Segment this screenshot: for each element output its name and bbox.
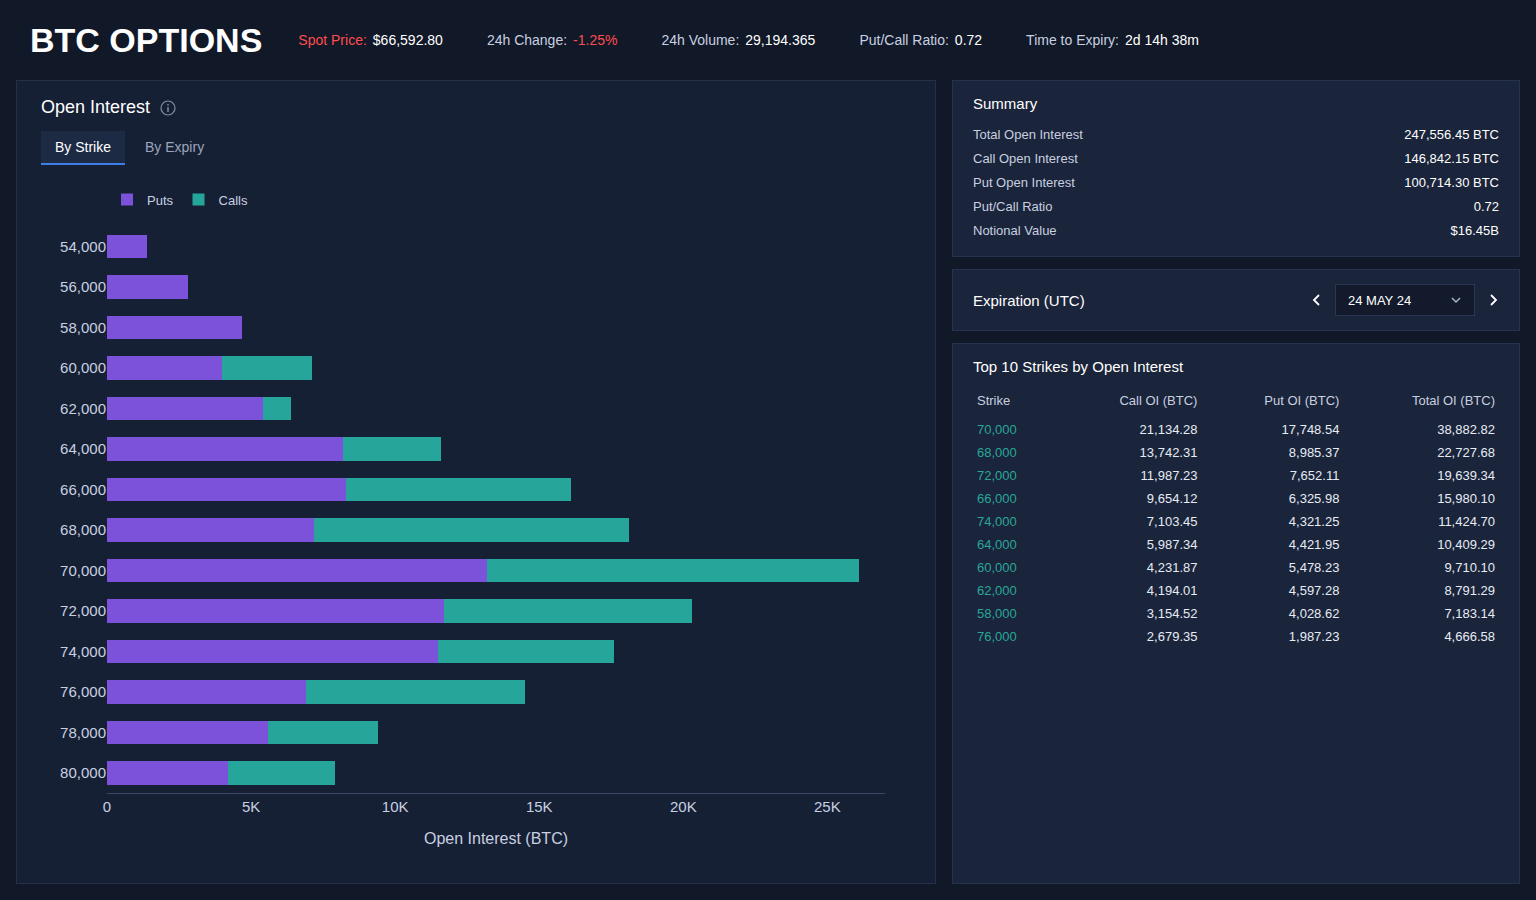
html-text:100,714.30 BTC: 100,714.30 BTC: [1404, 174, 1499, 190]
html-text:11,987.23: 11,987.23: [1140, 468, 1198, 483]
svg-text:Open Interest (BTC): Open Interest (BTC): [424, 830, 568, 847]
svg-text:80,000: 80,000: [60, 764, 106, 781]
html-text:15,980.10: 15,980.10: [1437, 491, 1495, 506]
svg-text:64,000: 64,000: [60, 440, 106, 457]
html-text:22,727.68: 22,727.68: [1437, 445, 1495, 460]
html-text:By Expiry: By Expiry: [145, 139, 205, 155]
html-text:Put OI (BTC): Put OI (BTC): [1264, 393, 1340, 408]
html-text:70,000: 70,000: [977, 422, 1017, 437]
html-text:4,321.25: 4,321.25: [1288, 514, 1340, 529]
svg-text:56,000: 56,000: [60, 278, 106, 295]
html-text:Expiration (UTC): Expiration (UTC): [973, 291, 1085, 309]
svg-text:62,000: 62,000: [60, 400, 106, 417]
html-text:4,597.28: 4,597.28: [1288, 583, 1340, 598]
html-text:68,000: 68,000: [977, 445, 1017, 460]
html-text:5,987.34: 5,987.34: [1146, 537, 1198, 552]
svg-text:66,000: 66,000: [60, 481, 106, 498]
html-text:3,154.52: 3,154.52: [1146, 606, 1198, 621]
svg-text:58,000: 58,000: [60, 319, 106, 336]
html-text:By Strike: By Strike: [55, 139, 111, 155]
html-text:4,231.87: 4,231.87: [1146, 560, 1198, 575]
html-text:$16.45B: $16.45B: [1450, 222, 1499, 238]
html-text:Total OI (BTC): Total OI (BTC): [1411, 393, 1495, 408]
html-text:17,748.54: 17,748.54: [1281, 422, 1340, 437]
html-text:24 MAY 24: 24 MAY 24: [1348, 292, 1412, 308]
html-text:24h Volume: 29,194.365: 24h Volume: 29,194.365: [661, 32, 816, 48]
html-text:7,103.45: 7,103.45: [1146, 514, 1198, 529]
html-text:0.72: 0.72: [1473, 198, 1499, 214]
html-text:Open Interest: Open Interest: [41, 97, 151, 117]
html-text:Call OI (BTC): Call OI (BTC): [1119, 393, 1198, 408]
html-text:66,000: 66,000: [977, 491, 1017, 506]
html-text:76,000: 76,000: [977, 629, 1017, 644]
svg-text:54,000: 54,000: [60, 238, 106, 255]
svg-text:Puts: Puts: [147, 193, 174, 208]
html-text:4,028.62: 4,028.62: [1288, 606, 1340, 621]
html-text:Time to Expiry:: Time to Expiry:: [1026, 32, 1119, 48]
html-text:13,742.31: 13,742.31: [1139, 445, 1198, 460]
html-text:Strike: Strike: [977, 393, 1011, 408]
html-text:4,666.58: 4,666.58: [1444, 629, 1495, 644]
html-text:21,134.28: 21,134.28: [1139, 422, 1198, 437]
html-text:62,000: 62,000: [977, 583, 1017, 598]
html-text:Top 10 Strikes by Open Interes: Top 10 Strikes by Open Interest: [973, 358, 1184, 375]
html-text:4,194.01: 4,194.01: [1146, 583, 1198, 598]
html-text:7,652.11: 7,652.11: [1289, 468, 1340, 483]
html-text:24h Change: -1.25%: 24h Change: -1.25%: [486, 32, 618, 48]
svg-text:60,000: 60,000: [60, 359, 106, 376]
html-text:2d 14h 38m: 2d 14h 38m: [1125, 32, 1199, 48]
html-text:Total Open Interest: Total Open Interest: [973, 126, 1083, 142]
html-text:9,654.12: 9,654.12: [1146, 491, 1198, 506]
html-text:1,987.23: 1,987.23: [1288, 629, 1340, 644]
svg-text:20K: 20K: [670, 798, 697, 815]
svg-text:78,000: 78,000: [60, 724, 106, 741]
html-text:10,409.29: 10,409.29: [1437, 537, 1495, 552]
html-text:19,639.34: 19,639.34: [1437, 468, 1495, 483]
svg-text:0: 0: [103, 798, 111, 815]
svg-text:25K: 25K: [814, 798, 841, 815]
html-text:5,478.23: 5,478.23: [1288, 560, 1340, 575]
svg-text:15K: 15K: [526, 798, 553, 815]
html-text:60,000: 60,000: [977, 560, 1017, 575]
html-text:72,000: 72,000: [977, 468, 1017, 483]
html-text:6,325.98: 6,325.98: [1288, 491, 1340, 506]
html-text:BTC OPTIONS: BTC OPTIONS: [30, 20, 263, 59]
html-text:Call Open Interest: Call Open Interest: [973, 150, 1078, 166]
html-text:58,000: 58,000: [977, 606, 1017, 621]
html-text:2,679.35: 2,679.35: [1146, 629, 1198, 644]
svg-text:5K: 5K: [242, 798, 260, 815]
svg-text:Calls: Calls: [219, 193, 248, 208]
html-text:8,985.37: 8,985.37: [1288, 445, 1340, 460]
html-text:8,791.29: 8,791.29: [1444, 583, 1495, 598]
html-text:7,183.14: 7,183.14: [1444, 606, 1495, 621]
html-text:9,710.10: 9,710.10: [1444, 560, 1495, 575]
svg-text:74,000: 74,000: [60, 643, 106, 660]
html-text:146,842.15 BTC: 146,842.15 BTC: [1404, 150, 1499, 166]
svg-text:68,000: 68,000: [60, 521, 106, 538]
svg-text:72,000: 72,000: [60, 602, 106, 619]
html-text:38,882.82: 38,882.82: [1437, 422, 1495, 437]
svg-text:10K: 10K: [382, 798, 409, 815]
html-text:64,000: 64,000: [977, 537, 1017, 552]
svg-text:70,000: 70,000: [60, 562, 106, 579]
html-text:Put Open Interest: Put Open Interest: [973, 174, 1075, 190]
html-text:Summary: Summary: [973, 95, 1038, 112]
html-text:11,424.70: 11,424.70: [1438, 514, 1495, 529]
svg-text:76,000: 76,000: [60, 683, 106, 700]
html-text:74,000: 74,000: [977, 514, 1017, 529]
html-text:Spot Price: $66,592.80: Spot Price: $66,592.80: [298, 32, 443, 48]
html-text:Put/Call Ratio: 0.72: Put/Call Ratio: 0.72: [859, 32, 983, 48]
html-text:Put/Call Ratio: Put/Call Ratio: [973, 198, 1053, 214]
html-text:247,556.45 BTC: 247,556.45 BTC: [1404, 126, 1499, 142]
html-text:4,421.95: 4,421.95: [1288, 537, 1340, 552]
html-text:Notional Value: Notional Value: [973, 222, 1057, 238]
